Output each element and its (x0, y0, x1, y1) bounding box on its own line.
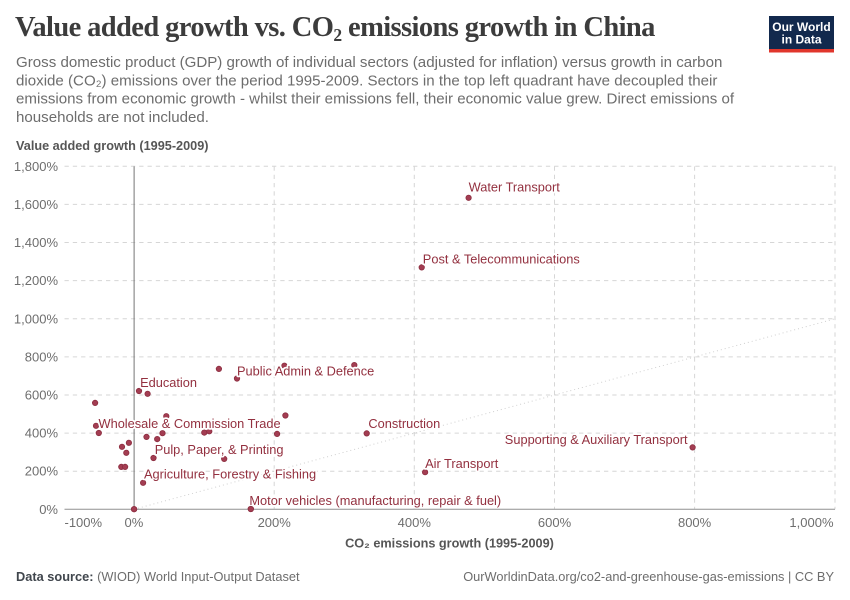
svg-text:600%: 600% (538, 515, 572, 530)
svg-text:400%: 400% (398, 515, 432, 530)
svg-text:1,200%: 1,200% (14, 273, 59, 288)
svg-text:Construction: Construction (368, 416, 440, 431)
svg-text:Supporting & Auxiliary Transpo: Supporting & Auxiliary Transport (505, 432, 688, 447)
svg-text:-100%: -100% (65, 515, 103, 530)
svg-text:Public Admin & Defence: Public Admin & Defence (237, 364, 374, 379)
svg-text:Air Transport: Air Transport (425, 456, 499, 471)
svg-text:Education: Education (140, 375, 197, 390)
svg-text:800%: 800% (678, 515, 712, 530)
svg-text:dioxide (CO₂) emissions over t: dioxide (CO₂) emissions over the period … (16, 72, 717, 89)
svg-text:800%: 800% (25, 349, 59, 364)
svg-text:in Data: in Data (781, 33, 821, 47)
svg-text:0%: 0% (125, 515, 144, 530)
svg-text:1,000%: 1,000% (789, 515, 834, 530)
svg-text:1,800%: 1,800% (14, 159, 59, 174)
svg-text:1,000%: 1,000% (14, 311, 59, 326)
svg-text:Agriculture, Forestry & Fishin: Agriculture, Forestry & Fishing (144, 467, 316, 482)
svg-text:Wholesale & Commission Trade: Wholesale & Commission Trade (99, 416, 281, 431)
svg-text:Post & Telecommunications: Post & Telecommunications (423, 252, 580, 267)
svg-text:emissions from economic growth: emissions from economic growth - whilst … (16, 91, 735, 108)
svg-text:Water Transport: Water Transport (469, 180, 561, 195)
svg-text:Gross domestic product (GDP) g: Gross domestic product (GDP) growth of i… (16, 54, 722, 71)
svg-text:Value added growth (1995-2009): Value added growth (1995-2009) (16, 139, 209, 153)
svg-text:200%: 200% (25, 464, 59, 479)
svg-text:Motor vehicles (manufacturing,: Motor vehicles (manufacturing, repair & … (249, 493, 501, 508)
svg-text:0%: 0% (39, 502, 58, 517)
svg-text:CO₂ emissions growth (1995-200: CO₂ emissions growth (1995-2009) (345, 537, 554, 551)
svg-text:OurWorldinData.org/co2-and-gre: OurWorldinData.org/co2-and-greenhouse-ga… (463, 569, 834, 584)
svg-text:Our World: Our World (772, 20, 830, 34)
svg-text:households are not included.: households are not included. (16, 109, 209, 126)
svg-text:1,600%: 1,600% (14, 197, 59, 212)
svg-text:600%: 600% (25, 388, 59, 403)
svg-text:Data source: (WIOD) World Inpu: Data source: (WIOD) World Input-Output D… (16, 569, 300, 584)
svg-text:1,400%: 1,400% (14, 235, 59, 250)
svg-text:400%: 400% (25, 426, 59, 441)
svg-text:200%: 200% (258, 515, 292, 530)
svg-text:Pulp, Paper, & Printing: Pulp, Paper, & Printing (155, 442, 284, 457)
